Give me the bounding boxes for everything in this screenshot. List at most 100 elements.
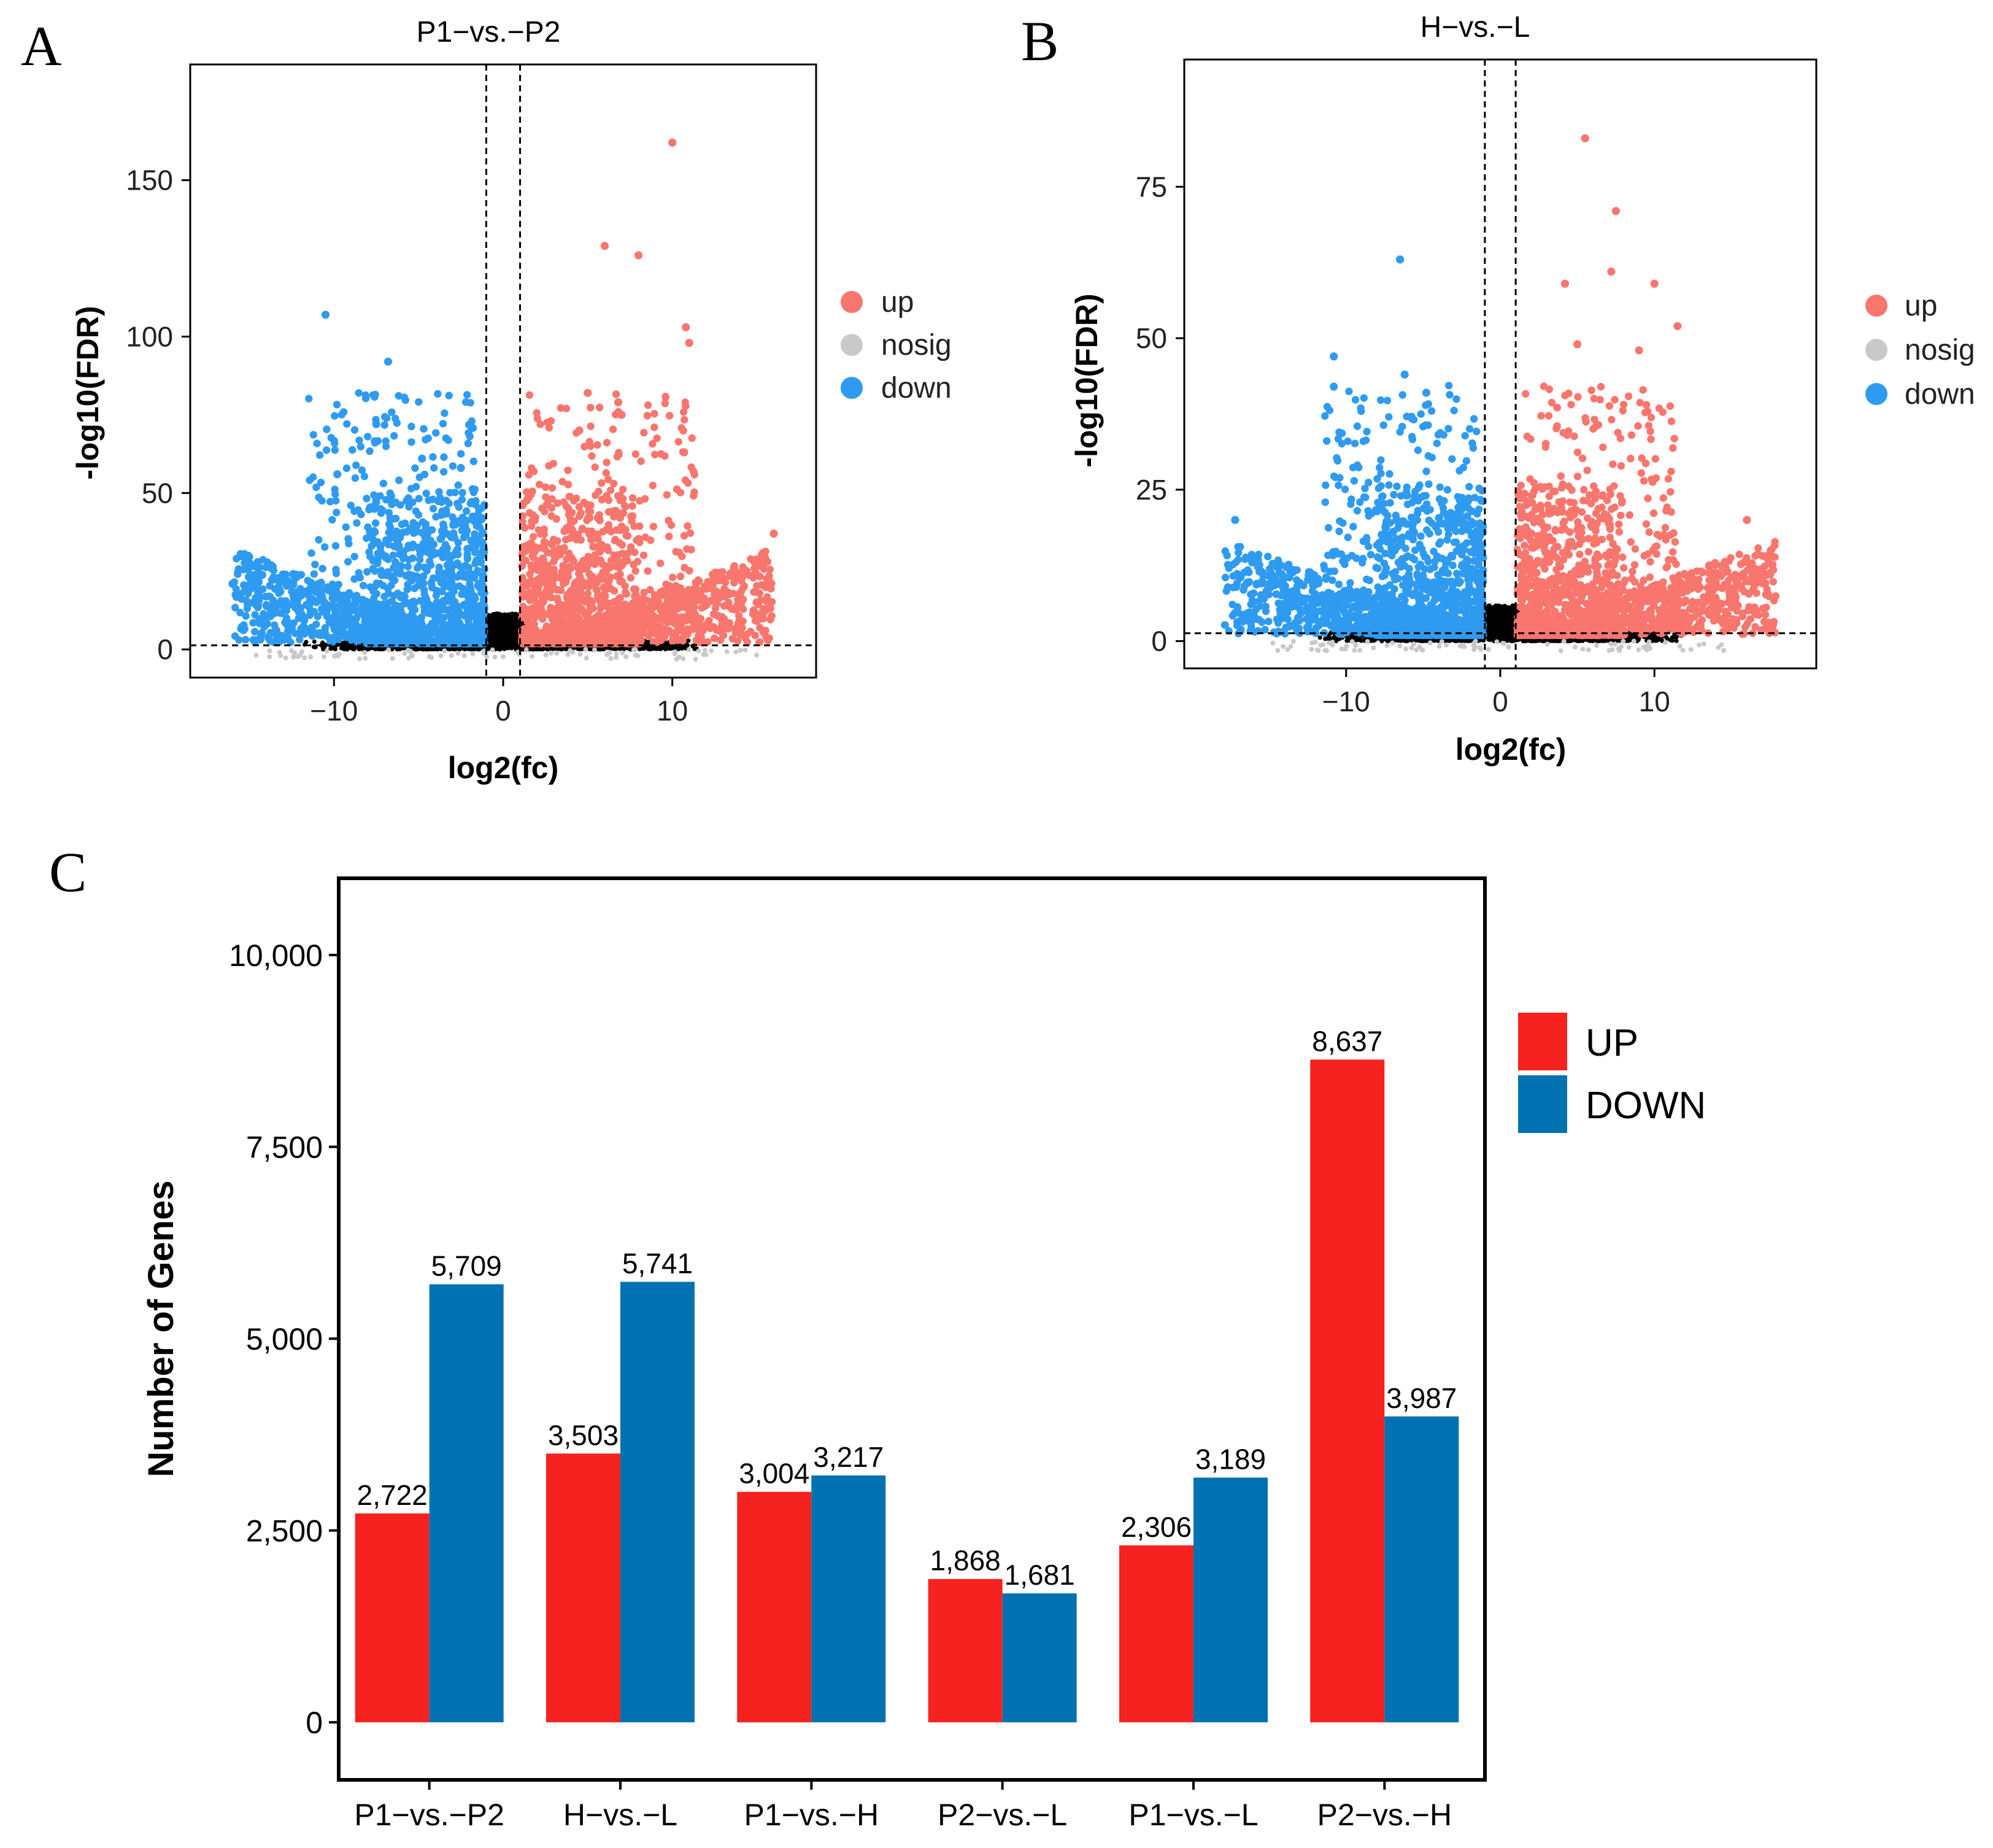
nosig-point <box>607 650 612 655</box>
nosig-point <box>320 640 325 645</box>
down-point <box>410 529 418 537</box>
down-point <box>366 447 374 455</box>
down-point <box>353 630 362 638</box>
down-point <box>471 548 479 557</box>
down-point <box>305 395 313 403</box>
down-point <box>330 436 338 445</box>
nosig-point <box>506 622 511 627</box>
down-point <box>405 503 413 511</box>
nosig-point <box>701 652 706 657</box>
nosig-point <box>376 646 381 651</box>
down-point <box>315 536 323 544</box>
down-point <box>364 433 372 441</box>
nosig-point <box>470 647 475 652</box>
down-point <box>333 508 341 517</box>
down-point <box>244 589 252 597</box>
nosig-point <box>738 648 743 653</box>
down-point <box>409 519 417 527</box>
down-point <box>412 507 420 516</box>
nosig-point <box>298 652 303 658</box>
down-point <box>353 519 361 527</box>
nosig-point <box>406 655 411 661</box>
down-point <box>411 464 419 472</box>
nosig-point <box>554 651 560 656</box>
down-point <box>331 542 340 550</box>
down-point <box>423 536 431 544</box>
down-point <box>438 534 445 542</box>
nosig-point <box>623 654 629 660</box>
down-point <box>417 613 426 621</box>
down-point <box>420 579 428 587</box>
down-point <box>392 527 401 536</box>
nosig-point <box>496 635 501 640</box>
down-point <box>358 466 366 474</box>
up-point <box>690 488 698 497</box>
down-point <box>401 519 409 527</box>
nosig-point <box>754 652 759 658</box>
nosig-point <box>362 650 368 655</box>
down-point <box>471 530 479 538</box>
down-point <box>458 489 466 497</box>
down-point <box>307 549 315 557</box>
down-point <box>407 484 415 493</box>
up-point <box>663 491 671 499</box>
down-point <box>458 590 466 598</box>
down-point <box>420 590 428 598</box>
down-point <box>474 615 482 623</box>
down-point <box>302 587 310 595</box>
down-point <box>393 624 401 632</box>
nosig-point <box>543 652 549 657</box>
down-point <box>439 420 447 428</box>
down-point <box>242 636 250 644</box>
down-point <box>379 479 388 487</box>
down-point <box>385 509 393 517</box>
down-point <box>463 555 472 563</box>
nosig-point <box>502 612 507 617</box>
down-point <box>420 425 428 433</box>
down-point <box>334 613 342 621</box>
nosig-point <box>530 654 534 659</box>
nosig-point <box>386 647 391 652</box>
down-point <box>292 600 301 608</box>
down-point <box>391 603 399 611</box>
down-point <box>350 552 358 561</box>
down-point <box>365 548 373 556</box>
down-point <box>428 605 436 613</box>
down-point <box>422 489 430 498</box>
down-point <box>435 563 443 571</box>
down-point <box>455 582 463 590</box>
down-point <box>395 542 403 550</box>
down-point <box>323 603 332 611</box>
nosig-point <box>492 654 498 660</box>
down-point <box>388 408 396 416</box>
down-point <box>342 523 350 531</box>
down-point <box>317 478 325 487</box>
down-point <box>307 578 315 587</box>
up-point <box>603 439 611 447</box>
nosig-point <box>449 653 454 659</box>
down-point <box>317 578 325 587</box>
nosig-point <box>289 648 294 654</box>
down-point <box>386 534 394 543</box>
down-point <box>331 446 339 454</box>
nosig-point <box>426 654 432 659</box>
down-point <box>408 608 417 617</box>
down-point <box>345 630 353 639</box>
down-point <box>350 575 358 583</box>
up-point <box>552 515 560 523</box>
down-point <box>407 616 415 624</box>
down-point <box>284 618 292 627</box>
down-point <box>342 464 351 473</box>
nosig-point <box>507 612 512 617</box>
nosig-point <box>267 648 272 654</box>
down-point <box>400 393 409 401</box>
up-point <box>640 428 648 437</box>
down-point <box>263 602 271 611</box>
down-point <box>306 476 314 484</box>
down-point <box>293 573 301 581</box>
down-point <box>395 476 403 484</box>
down-point <box>428 495 437 503</box>
down-point <box>371 437 379 445</box>
down-point <box>318 497 326 505</box>
down-point <box>366 583 374 591</box>
